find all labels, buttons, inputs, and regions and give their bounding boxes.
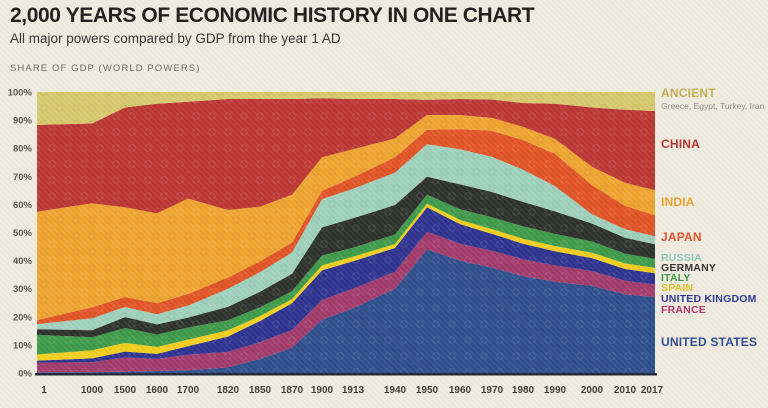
x-tick-label-1913: 1913 <box>342 385 365 396</box>
x-tick-label-1980: 1980 <box>512 385 535 396</box>
y-tick-label-60: 60% <box>13 200 33 211</box>
y-tick-label-100: 100% <box>8 88 33 99</box>
y-tick-label-20: 20% <box>13 312 33 323</box>
y-tick-label-50: 50% <box>13 228 33 239</box>
x-tick-label-1950: 1950 <box>416 385 439 396</box>
x-tick-label-1960: 1960 <box>449 385 472 396</box>
chart-axis-caption: SHARE OF GDP (WORLD POWERS) <box>10 63 201 74</box>
x-tick-label-1000: 1000 <box>81 385 104 396</box>
x-tick-label-1: 1 <box>41 385 47 396</box>
x-tick-label-2017: 2017 <box>641 385 664 396</box>
x-tick-label-1700: 1700 <box>177 385 200 396</box>
x-tick-label-2000: 2000 <box>581 385 604 396</box>
x-tick-label-1500: 1500 <box>114 385 137 396</box>
x-axis-line <box>35 373 657 376</box>
plot-texture-overlay <box>37 92 655 373</box>
y-tick-label-40: 40% <box>13 256 33 267</box>
y-tick-label-70: 70% <box>13 172 33 183</box>
x-tick-label-1870: 1870 <box>281 385 304 396</box>
x-tick-label-1600: 1600 <box>146 385 169 396</box>
x-tick-label-2010: 2010 <box>614 385 637 396</box>
y-tick-label-0: 0% <box>18 369 32 380</box>
x-tick-label-1820: 1820 <box>217 385 240 396</box>
y-tick-label-80: 80% <box>13 144 33 155</box>
y-tick-label-90: 90% <box>13 116 33 127</box>
x-tick-label-1990: 1990 <box>544 385 567 396</box>
y-tick-label-30: 30% <box>13 284 33 295</box>
x-tick-label-1850: 1850 <box>249 385 272 396</box>
y-tick-label-10: 10% <box>13 340 33 351</box>
x-tick-label-1940: 1940 <box>384 385 407 396</box>
page-title: 2,000 YEARS OF ECONOMIC HISTORY IN ONE C… <box>10 4 535 27</box>
page-subtitle: All major powers compared by GDP from th… <box>10 31 341 46</box>
x-tick-label-1970: 1970 <box>481 385 504 396</box>
x-tick-label-1900: 1900 <box>311 385 334 396</box>
